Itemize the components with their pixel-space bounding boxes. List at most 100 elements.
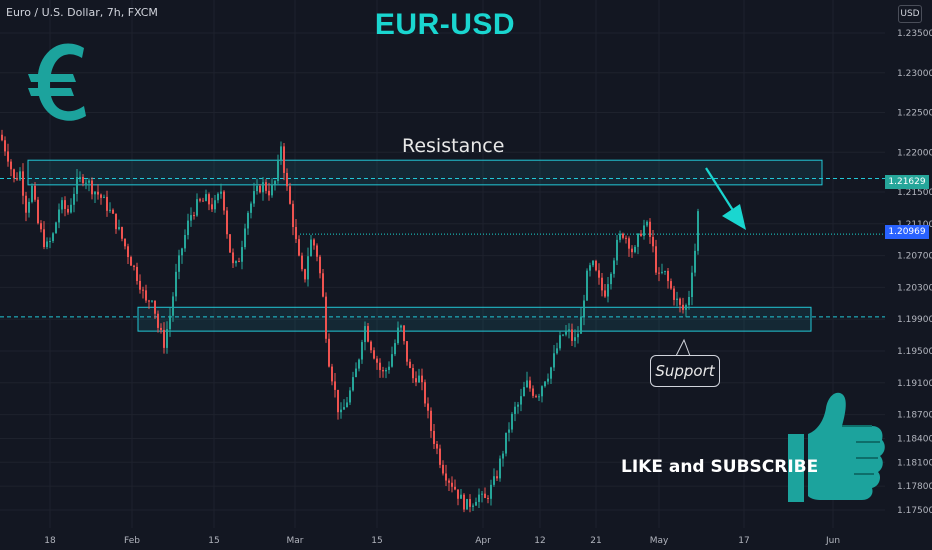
candle-body [55, 222, 57, 234]
price-tick-label: 1.23000 [897, 69, 932, 79]
candle-body [289, 186, 291, 204]
candle-body [298, 239, 300, 256]
candle-body [604, 290, 606, 297]
candle-body [244, 228, 246, 248]
candle-body [130, 257, 132, 266]
candle-body [217, 193, 219, 201]
price-tick-label: 1.20700 [897, 252, 932, 262]
candle-body [550, 367, 552, 379]
candle-body [292, 203, 294, 228]
candle-body [307, 256, 309, 280]
candle-body [22, 171, 24, 196]
candle-body [325, 296, 327, 339]
candle-body [502, 453, 504, 459]
candle-body [349, 390, 351, 403]
candle-body [343, 407, 345, 410]
candle-body [685, 305, 687, 310]
candle-body [466, 499, 468, 510]
time-axis[interactable]: 18 Feb 15 Mar 15 Apr 12 21 May 17 Jun [44, 536, 840, 546]
candle-body [76, 177, 78, 194]
currency-button[interactable]: USD [898, 5, 922, 23]
candle-body [532, 388, 534, 396]
candle-body [355, 368, 357, 378]
candle-body [469, 499, 471, 507]
candle-body [439, 448, 441, 465]
price-tick-label: 1.23500 [897, 29, 932, 39]
candle-body [31, 185, 33, 202]
candle-body [211, 204, 213, 210]
arrow-down-icon [705, 167, 746, 230]
candle-body [628, 238, 630, 249]
candle-body [661, 271, 663, 273]
candle-body [481, 493, 483, 495]
candle-body [274, 180, 276, 185]
candle-body [580, 316, 582, 334]
candle-body [430, 410, 432, 431]
price-axis[interactable]: 1.23500 1.23000 1.22500 1.22000 1.21500 1.211… [897, 29, 932, 516]
candle-body [385, 369, 387, 372]
resistance-label: Resistance [402, 135, 505, 157]
candle-body [199, 199, 201, 201]
candle-body [616, 239, 618, 261]
price-tick-label: 1.18100 [897, 458, 932, 468]
price-tick-label: 1.17800 [897, 482, 932, 492]
candle-body [28, 201, 30, 213]
cta-text: LIKE and SUBSCRIBE [621, 457, 819, 477]
candle-body [433, 430, 435, 444]
candle-body [367, 326, 369, 342]
candle-body [37, 199, 39, 224]
resistance-price-tag: 1.21629 [885, 175, 929, 189]
candle-body [250, 203, 252, 213]
candle-body [679, 298, 681, 305]
time-tick-label: 15 [371, 536, 382, 546]
candle-body [460, 494, 462, 499]
candle-body [652, 236, 654, 247]
candle-body [40, 223, 42, 230]
thumbs-up-icon [788, 392, 885, 502]
candle-body [235, 261, 237, 264]
price-tick-label: 1.19900 [897, 315, 932, 325]
candle-body [106, 196, 108, 211]
candle-body [547, 378, 549, 382]
candle-body [226, 210, 228, 235]
candle-body [121, 227, 123, 239]
candle-body [484, 493, 486, 498]
candle-body [79, 176, 81, 178]
candle-body [382, 370, 384, 372]
candle-body [112, 209, 114, 214]
euro-icon [28, 43, 86, 121]
candle-body [424, 382, 426, 404]
candle-body [313, 239, 315, 246]
price-tick-label: 1.22500 [897, 109, 932, 119]
candle-body [166, 329, 168, 348]
symbol-info: Euro / U.S. Dollar, 7h, FXCM [6, 6, 158, 19]
candle-body [400, 325, 402, 328]
candle-body [196, 199, 198, 216]
candle-body [559, 335, 561, 349]
candle-body [169, 315, 171, 330]
candle-body [529, 380, 531, 389]
candle-body [322, 273, 324, 297]
price-tick-label: 1.19500 [897, 347, 932, 357]
price-tick-label: 1.18700 [897, 411, 932, 421]
candle-body [88, 180, 90, 183]
candle-body [448, 480, 450, 483]
candle-body [427, 403, 429, 411]
candle-body [514, 406, 516, 414]
candle-body [310, 239, 312, 257]
candle-body [328, 338, 330, 367]
candle-body [388, 366, 390, 370]
candle-body [91, 180, 93, 195]
time-tick-label: 17 [738, 536, 749, 546]
candle-body [613, 260, 615, 274]
candle-body [136, 266, 138, 281]
candle-body [442, 464, 444, 474]
time-tick-label: 15 [208, 536, 219, 546]
candle-body [406, 341, 408, 362]
candle-body [493, 476, 495, 485]
candle-body [262, 182, 264, 193]
price-tick-label: 1.17500 [897, 506, 932, 516]
candle-body [268, 190, 270, 196]
candle-body [394, 343, 396, 355]
